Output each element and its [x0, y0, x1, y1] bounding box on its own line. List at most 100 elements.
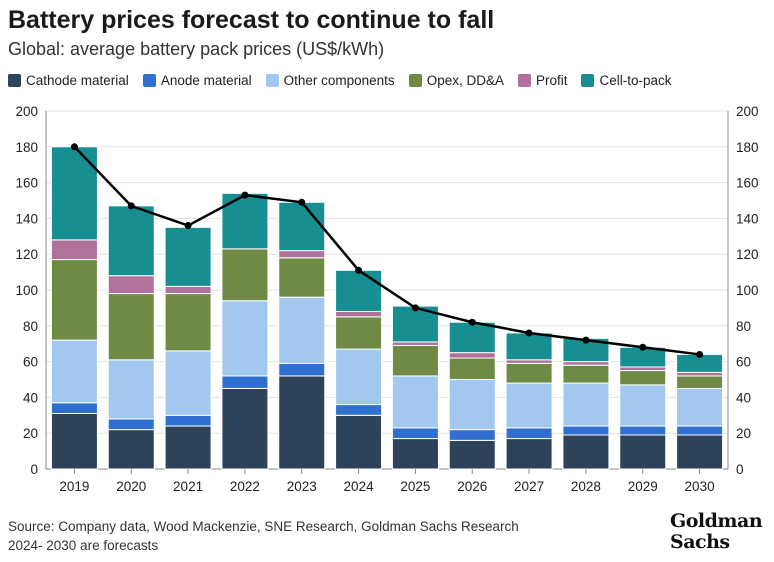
legend-item: Anode material — [142, 73, 252, 88]
bar-segment — [50, 339, 98, 404]
total-price-point — [70, 143, 78, 151]
bar-segment — [278, 257, 326, 298]
x-tick-label: 2027 — [514, 479, 544, 494]
bar-segment — [619, 384, 667, 427]
x-tick-label: 2026 — [457, 479, 487, 494]
bar-segment — [448, 439, 496, 470]
x-tick-label: 2021 — [173, 479, 203, 494]
x-tick-label: 2020 — [116, 479, 146, 494]
bar-segment — [391, 344, 439, 377]
bar-segment — [50, 402, 98, 415]
bar-segment — [278, 201, 326, 252]
legend-label: Cathode material — [26, 73, 129, 88]
legend-swatch — [581, 74, 595, 87]
total-price-point — [241, 191, 249, 199]
y-tick-label-left: 200 — [15, 104, 38, 119]
logo-line-2: Sachs — [670, 531, 730, 553]
chart-title: Battery prices forecast to continue to f… — [8, 6, 495, 34]
y-tick-label-right: 0 — [736, 462, 744, 477]
total-price-point — [355, 266, 363, 274]
total-price-point — [696, 350, 704, 358]
y-tick-label-right: 200 — [736, 104, 759, 119]
y-tick-label-left: 60 — [23, 355, 38, 370]
y-tick-label-left: 20 — [23, 426, 38, 441]
legend-swatch — [517, 74, 531, 87]
legend-swatch — [8, 74, 21, 87]
bar-segment — [448, 352, 496, 359]
bar-segment — [221, 300, 269, 377]
total-price-point — [468, 318, 476, 326]
legend-item: Profit — [517, 73, 568, 88]
y-tick-label-right: 160 — [736, 176, 759, 191]
bar-segment — [107, 429, 155, 470]
bar-segment — [107, 418, 155, 431]
legend-label: Profit — [535, 73, 568, 88]
total-price-point — [639, 343, 647, 351]
y-tick-label-left: 80 — [23, 319, 38, 334]
legend-label: Other components — [283, 73, 395, 88]
bar-segment — [278, 362, 326, 377]
goldman-sachs-logo: Goldman Sachs — [670, 511, 763, 553]
x-tick-label: 2023 — [287, 479, 317, 494]
legend-swatch — [408, 74, 422, 87]
bar-segment — [221, 375, 269, 389]
y-tick-label-right: 180 — [736, 140, 759, 155]
bar-segment — [164, 285, 212, 295]
bar-segment — [221, 248, 269, 302]
y-tick-label-left: 100 — [15, 283, 38, 298]
y-tick-label-right: 60 — [736, 355, 751, 370]
bar-segment — [562, 425, 610, 436]
chart-legend: Cathode material Anode material Other comp… — [8, 73, 672, 88]
y-tick-label-right: 40 — [736, 390, 751, 405]
bar-segment — [50, 259, 98, 341]
bar-segment — [676, 375, 724, 389]
legend-item: Cathode material — [8, 73, 129, 88]
bar-segment — [562, 382, 610, 427]
bar-segment — [562, 434, 610, 470]
bar-segment — [278, 296, 326, 364]
bar-segment — [391, 375, 439, 429]
y-tick-label-right: 80 — [736, 319, 751, 334]
legend-swatch — [142, 74, 156, 87]
bar-segment — [391, 438, 439, 470]
bar-segment — [278, 375, 326, 470]
y-tick-label-left: 40 — [23, 390, 38, 405]
chart-subtitle: Global: average battery pack prices (US$… — [8, 39, 385, 59]
bar-segment — [448, 379, 496, 431]
bar-segment — [619, 425, 667, 436]
total-price-point — [582, 336, 590, 344]
bar-segment — [164, 350, 212, 416]
bar-segment — [50, 239, 98, 261]
bar-segment — [50, 146, 98, 241]
bar-segment — [278, 250, 326, 259]
legend-swatch — [265, 74, 279, 87]
bar-segment — [50, 413, 98, 470]
x-tick-label: 2022 — [230, 479, 260, 494]
bar-segment — [107, 205, 155, 277]
bar-segment — [562, 361, 610, 366]
x-tick-label: 2025 — [400, 479, 430, 494]
y-tick-label-right: 20 — [736, 426, 751, 441]
bar-segment — [676, 425, 724, 436]
bar-segment — [335, 316, 383, 350]
bar-segment — [107, 359, 155, 420]
bar-segment — [676, 371, 724, 377]
y-tick-label-right: 100 — [736, 283, 759, 298]
x-tick-label: 2019 — [59, 479, 89, 494]
bar-segment — [335, 269, 383, 312]
bar-segment — [164, 414, 212, 427]
bar-segment — [505, 362, 553, 384]
bar-segment — [676, 434, 724, 470]
x-tick-label: 2028 — [571, 479, 601, 494]
bar-segment — [335, 310, 383, 318]
bar-segment — [164, 425, 212, 470]
legend-label: Cell-to-pack — [599, 73, 672, 88]
forecast-note: 2024- 2030 are forecasts — [8, 538, 159, 553]
bar-segment — [505, 438, 553, 470]
bar-segment — [505, 427, 553, 440]
total-price-point — [411, 304, 419, 312]
bar-segment — [448, 429, 496, 441]
bar-segment — [505, 332, 553, 361]
total-price-point — [525, 329, 533, 337]
bar-segment — [391, 427, 439, 440]
